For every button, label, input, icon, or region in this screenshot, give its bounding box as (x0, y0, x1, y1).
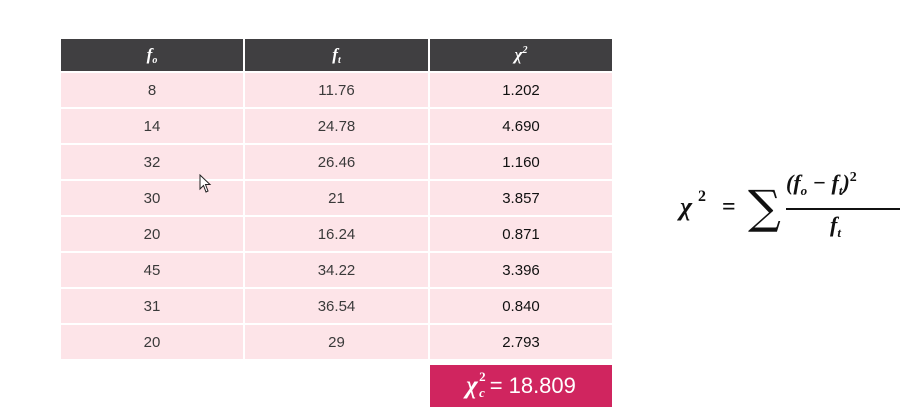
cell-ft: 29 (245, 323, 430, 359)
cell-chi-square: 0.840 (430, 287, 612, 323)
formula-equals: = (722, 194, 736, 220)
cell-ft: 34.22 (245, 251, 430, 287)
chi-square-table: fo ft χ2 8 11.76 1.202 14 24.78 4.690 32 26.46 1… (61, 39, 612, 359)
formula-denominator: ft (830, 212, 841, 240)
cell-chi-square: 0.871 (430, 215, 612, 251)
table-row: 8 11.76 1.202 (61, 71, 612, 107)
cell-ft: 16.24 (245, 215, 430, 251)
table-row: 14 24.78 4.690 (61, 107, 612, 143)
mouse-pointer-icon (199, 174, 212, 193)
chi-square-formula: χ 2 = ∑ (fo − ft)2 ft (680, 170, 910, 250)
cell-fo: 30 (61, 179, 245, 215)
formula-lhs-sup: 2 (698, 188, 706, 205)
cell-fo: 32 (61, 143, 245, 179)
table-body: 8 11.76 1.202 14 24.78 4.690 32 26.46 1.160 30 21 3… (61, 71, 612, 359)
table-row: 30 21 3.857 (61, 179, 612, 215)
cell-chi-square: 3.396 (430, 251, 612, 287)
table-row: 45 34.22 3.396 (61, 251, 612, 287)
formula-lhs: χ (680, 192, 693, 221)
cell-fo: 45 (61, 251, 245, 287)
header-fo: fo (61, 39, 245, 71)
cell-ft: 21 (245, 179, 430, 215)
table-row: 20 29 2.793 (61, 323, 612, 359)
cell-fo: 20 (61, 215, 245, 251)
table-row: 31 36.54 0.840 (61, 287, 612, 323)
table-header-row: fo ft χ2 (61, 39, 612, 71)
cell-chi-square: 1.202 (430, 71, 612, 107)
table-row: 32 26.46 1.160 (61, 143, 612, 179)
result-value: 18.809 (508, 373, 576, 398)
cell-ft: 24.78 (245, 107, 430, 143)
formula-numerator: (fo − ft)2 (786, 170, 857, 198)
result-equals: = (489, 373, 503, 398)
cell-fo: 14 (61, 107, 245, 143)
cell-chi-square: 2.793 (430, 323, 612, 359)
cell-fo: 20 (61, 323, 245, 359)
cell-fo: 31 (61, 287, 245, 323)
cell-chi-square: 4.690 (430, 107, 612, 143)
header-ft: ft (245, 39, 430, 71)
cell-chi-square: 1.160 (430, 143, 612, 179)
cell-chi-square: 3.857 (430, 179, 612, 215)
cell-ft: 36.54 (245, 287, 430, 323)
cell-fo: 8 (61, 71, 245, 107)
cell-ft: 26.46 (245, 143, 430, 179)
header-chi-square: χ2 (430, 39, 612, 71)
table-row: 20 16.24 0.871 (61, 215, 612, 251)
fraction-bar (786, 208, 900, 210)
cell-ft: 11.76 (245, 71, 430, 107)
summation-symbol: ∑ (748, 180, 781, 234)
